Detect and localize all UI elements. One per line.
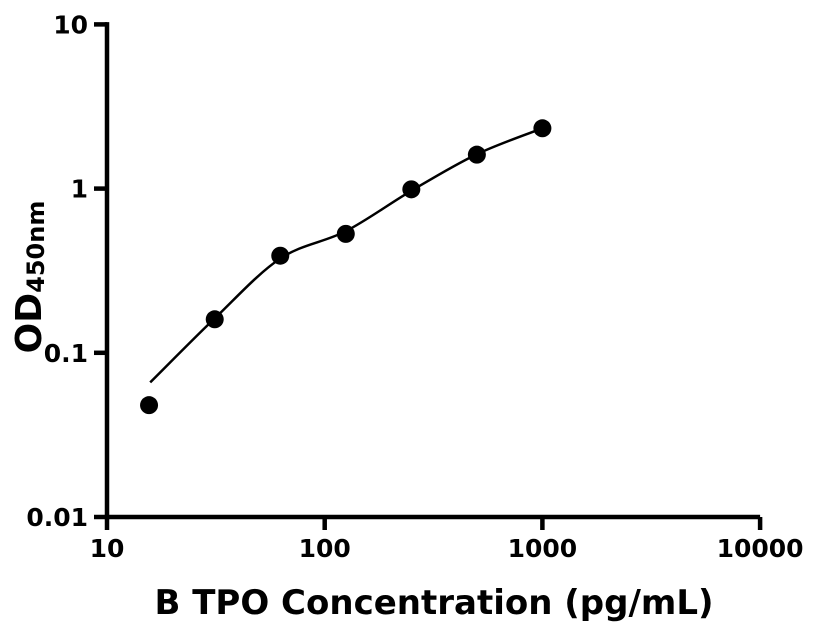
y-axis-title-sub: 450nm (22, 200, 50, 293)
y-tick-label: 10 (53, 10, 88, 39)
y-axis-title-main: OD (9, 292, 50, 354)
data-point (402, 180, 421, 199)
x-axis-title: B TPO Concentration (pg/mL) (154, 583, 714, 623)
y-tick-label: 0.01 (26, 503, 88, 532)
y-tick-label: 0.1 (44, 339, 88, 368)
data-point (140, 396, 159, 415)
data-point (205, 310, 224, 329)
y-tick-label: 1 (71, 175, 88, 204)
data-point (336, 224, 355, 243)
y-axis-title: OD450nm (9, 200, 50, 354)
x-tick-label: 100 (299, 534, 351, 563)
data-point (533, 119, 552, 138)
x-tick-label: 10000 (717, 534, 804, 563)
data-point (467, 145, 486, 164)
data-point (271, 246, 290, 265)
x-tick-label: 10 (90, 534, 125, 563)
x-tick-label: 1000 (508, 534, 578, 563)
fit-curve (149, 127, 543, 384)
